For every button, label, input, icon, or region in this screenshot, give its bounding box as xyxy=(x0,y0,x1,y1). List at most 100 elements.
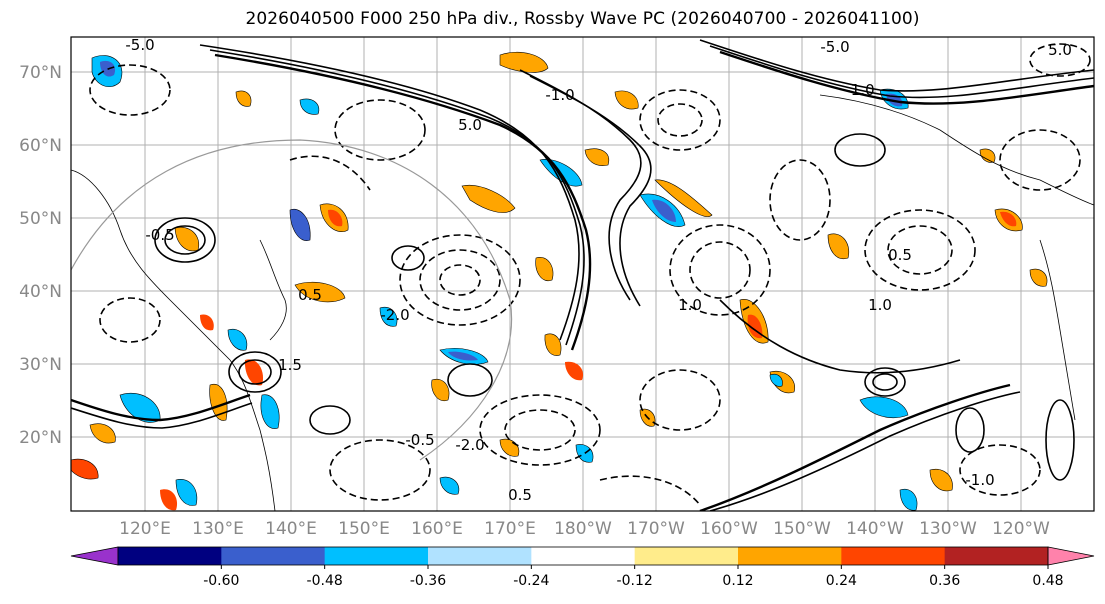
dashed-contour xyxy=(334,99,426,161)
streamfunction-contours xyxy=(71,39,1094,511)
longitude-label: 120°E xyxy=(119,519,171,539)
colorbar-outline xyxy=(117,546,1049,566)
longitude-label: 170°W xyxy=(627,519,685,539)
dashed-contour xyxy=(439,264,481,296)
map-content: -5.0 5.0 -0.5 -1.0 0.5 1.0 -2.0 -5.0 5.0 0.5 -1.0 -… xyxy=(71,37,1094,511)
positive-div-blob xyxy=(654,179,713,217)
contour-label: 0.5 xyxy=(508,486,532,504)
longitude-label: 160°W xyxy=(700,519,758,539)
latitude-label: 50°N xyxy=(19,209,62,229)
contour-labels: -5.0 5.0 -0.5 -1.0 0.5 1.0 -2.0 -5.0 5.0 0.5 -1.0 -… xyxy=(125,37,1072,504)
negative-div-blob xyxy=(379,306,398,327)
latitude-labels: 70°N 60°N 50°N 40°N 30°N 20°N xyxy=(19,63,62,448)
positive-div-blob xyxy=(461,184,516,213)
longitude-labels: 120°E 130°E 140°E 150°E 160°E 170°E 180°W 170°W… xyxy=(119,519,1050,539)
longitude-label: 120°W xyxy=(992,519,1050,539)
negative-div-blob xyxy=(260,394,280,429)
positive-div-blob xyxy=(160,489,178,511)
solid-contour xyxy=(391,245,425,271)
positive-div-blob xyxy=(1000,211,1017,227)
positive-div-blob xyxy=(328,209,343,227)
colorbar-tick-label: -0.48 xyxy=(307,573,343,589)
positive-div-blob xyxy=(71,458,99,480)
dashed-contour xyxy=(99,297,161,343)
contour-label: 5.0 xyxy=(1048,41,1072,59)
dashed-contour xyxy=(504,409,576,451)
colorbar-extend-low xyxy=(70,546,119,566)
colorbar-segment xyxy=(221,547,326,565)
positive-div-blob xyxy=(244,359,264,386)
map-frame xyxy=(70,36,1095,512)
dashed-contour xyxy=(887,225,953,275)
dashed-contour xyxy=(289,155,371,191)
longitude-label: 140°W xyxy=(846,519,904,539)
wave-packet-arc xyxy=(71,139,513,461)
colorbar-tick-label: -0.24 xyxy=(513,573,549,589)
coastline-japan xyxy=(259,239,287,341)
solid-contour xyxy=(719,299,961,374)
solid-contour xyxy=(1045,399,1075,481)
longitude-label: 130°E xyxy=(192,519,244,539)
coastline-asia xyxy=(71,169,276,511)
contour-label: 1.0 xyxy=(678,296,702,314)
longitude-label: 170°E xyxy=(484,519,536,539)
solid-contour xyxy=(71,402,253,429)
longitude-label: 150°W xyxy=(773,519,831,539)
dashed-contour xyxy=(669,224,771,316)
dashed-contour xyxy=(399,234,521,326)
negative-div-blob xyxy=(299,98,320,115)
colorbar-tick-label: 0.36 xyxy=(929,573,960,589)
solid-contour xyxy=(199,44,580,341)
negative-div-blob xyxy=(859,396,909,419)
dashed-contour xyxy=(999,129,1081,191)
contour-label: 0.5 xyxy=(888,246,912,264)
colorbar-tick-label: 0.48 xyxy=(1032,573,1063,589)
colorbar-segment xyxy=(944,547,1049,565)
solid-contour xyxy=(71,393,251,422)
contour-label: -2.0 xyxy=(455,436,484,454)
contour-label: -5.0 xyxy=(820,38,849,56)
solid-contour xyxy=(709,391,1021,511)
colorbar xyxy=(70,546,1095,566)
longitude-label: 150°E xyxy=(338,519,390,539)
positive-div-blob xyxy=(235,90,252,107)
contour-label: 0.5 xyxy=(298,286,322,304)
colorbar-segment xyxy=(428,547,532,565)
negative-div-blob xyxy=(448,351,478,361)
positive-div-blob xyxy=(209,383,228,421)
coastlines xyxy=(71,94,1094,511)
dashed-contour xyxy=(864,209,976,291)
dashed-contour xyxy=(639,89,721,151)
contour-label: -1.0 xyxy=(965,471,994,489)
contour-label: -1.0 xyxy=(845,81,874,99)
negative-div-blob xyxy=(769,373,783,387)
positive-div-blob xyxy=(544,333,562,356)
solid-contour xyxy=(447,363,493,397)
colorbar-tick-label: 0.24 xyxy=(826,573,857,589)
contour-label: 1.5 xyxy=(278,356,302,374)
map-title: 2026040500 F000 250 hPa div., Rossby Wav… xyxy=(245,9,920,29)
colorbar-tick-label: -0.36 xyxy=(410,573,446,589)
positive-div-blob xyxy=(431,378,450,402)
positive-div-blob xyxy=(565,361,584,381)
latitude-label: 20°N xyxy=(19,428,62,448)
colorbar-segment xyxy=(841,547,946,565)
dashed-contour xyxy=(769,159,831,241)
colorbar-segment xyxy=(118,547,222,565)
coastline-alaska xyxy=(819,94,1094,206)
solid-contour xyxy=(872,373,898,391)
positive-div-blob xyxy=(1029,268,1048,287)
solid-contour xyxy=(154,217,216,263)
colorbar-tick-label: -0.60 xyxy=(203,573,239,589)
latitude-label: 40°N xyxy=(19,282,62,302)
colorbar-segment xyxy=(634,547,739,565)
solid-contour xyxy=(834,133,886,167)
solid-contour xyxy=(309,405,351,435)
dashed-contour xyxy=(329,439,431,501)
colorbar-ticks: -0.60 -0.48 -0.36 -0.24 -0.12 0.12 0.24 0.36 0.4… xyxy=(203,565,1064,589)
contour-label: -0.5 xyxy=(145,226,174,244)
longitude-label: 180°W xyxy=(554,519,612,539)
negative-div-blob xyxy=(652,199,676,222)
latitude-label: 30°N xyxy=(19,355,62,375)
